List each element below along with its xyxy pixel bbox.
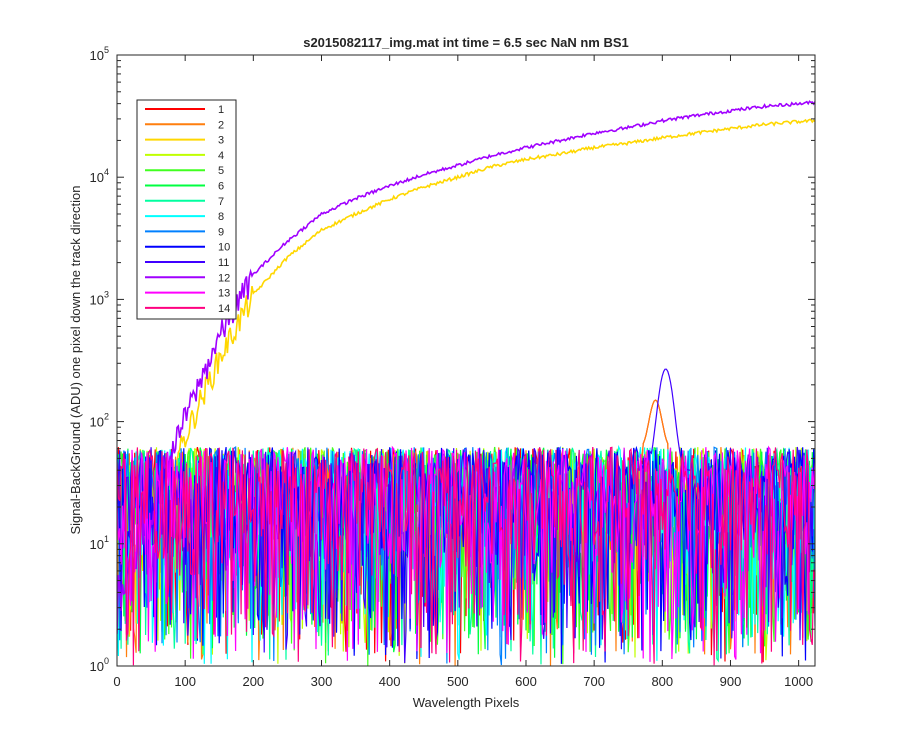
legend-label-7: 7 (218, 196, 224, 208)
legend-label-8: 8 (218, 211, 224, 223)
x-tick-label: 200 (242, 674, 264, 689)
legend-label-4: 4 (218, 150, 224, 162)
x-tick-label: 800 (651, 674, 673, 689)
x-tick-label: 500 (447, 674, 469, 689)
y-tick-label: 102 (90, 412, 109, 430)
x-tick-label: 1000 (784, 674, 813, 689)
y-tick-label: 103 (90, 289, 109, 307)
x-tick-label: 900 (720, 674, 742, 689)
chart-title: s2015082117_img.mat int time = 6.5 sec N… (303, 35, 629, 50)
legend-label-3: 3 (218, 135, 224, 147)
plot-frame (116, 54, 816, 667)
legend-box (136, 99, 237, 320)
legend-label-11: 11 (218, 257, 229, 269)
y-tick-label: 100 (90, 656, 109, 674)
legend-label-2: 2 (218, 119, 224, 131)
legend-label-10: 10 (218, 242, 230, 254)
x-axis-label: Wavelength Pixels (413, 695, 520, 710)
series-line-3 (117, 118, 815, 637)
y-tick-label: 101 (90, 534, 109, 552)
series-line-12 (117, 100, 815, 634)
legend-label-9: 9 (218, 226, 224, 238)
x-tick-label: 400 (379, 674, 401, 689)
x-tick-label: 700 (583, 674, 605, 689)
x-tick-label: 0 (113, 674, 120, 689)
legend-label-12: 12 (218, 272, 230, 284)
legend-label-13: 13 (218, 288, 230, 300)
x-tick-label: 100 (174, 674, 196, 689)
legend-label-1: 1 (218, 104, 224, 116)
x-tick-label: 300 (311, 674, 333, 689)
series-line-14 (117, 446, 815, 666)
series-layer (117, 100, 815, 666)
y-tick-label: 105 (90, 45, 109, 63)
x-axis-ticks: 0 100 200 300 400 500 600 700 800 900 1000 (113, 55, 813, 689)
legend-label-5: 5 (218, 165, 224, 177)
y-axis-label: Signal-BackGround (ADU) one pixel down t… (68, 185, 83, 534)
legend-label-6: 6 (218, 181, 224, 193)
y-tick-label: 104 (90, 167, 109, 185)
x-tick-label: 600 (515, 674, 537, 689)
legend-label-14: 14 (218, 303, 230, 315)
